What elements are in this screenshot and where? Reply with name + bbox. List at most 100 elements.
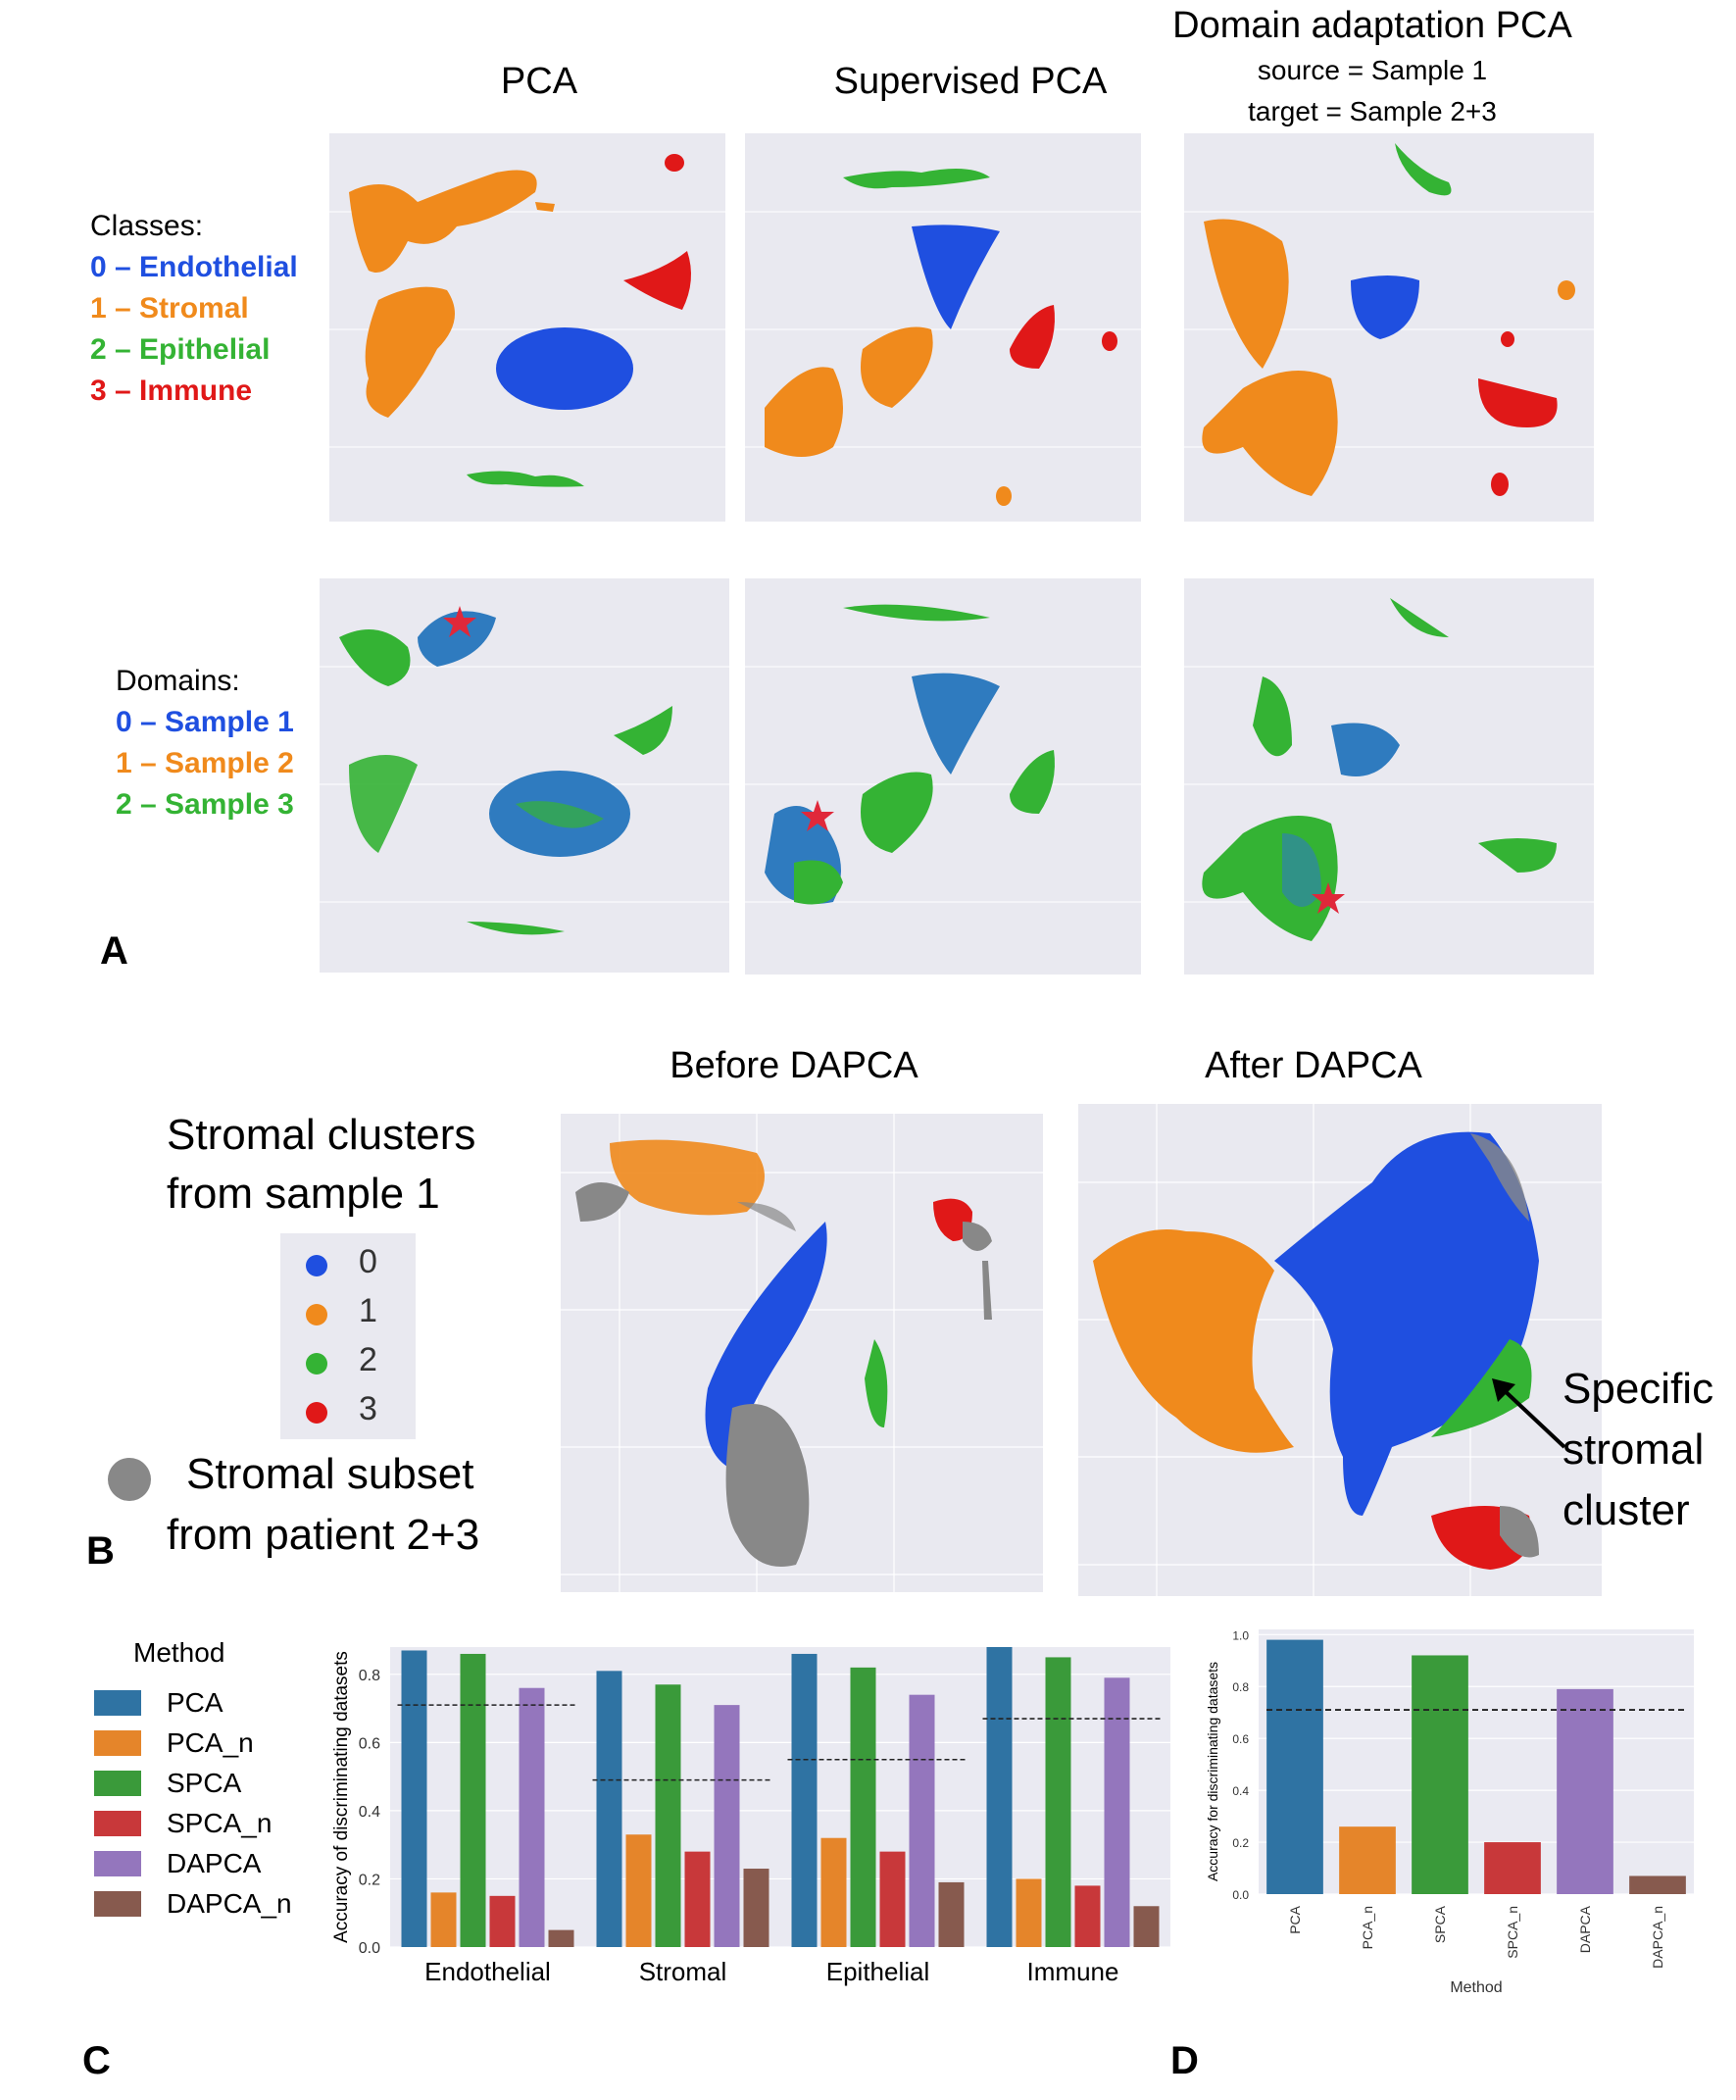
bar-c-dapca-n [743,1869,769,1947]
method-item-pca: PCA [94,1682,292,1723]
plot-area-d [1259,1629,1694,1894]
bar-d-spca-n [1484,1842,1541,1894]
bar-c-dapca [519,1687,545,1947]
column-title-pca: PCA [500,61,578,102]
method-item-dapca-n: DAPCA_n [94,1883,292,1924]
x-tick-label-d: SPCA_n [1505,1906,1520,1959]
bar-chart-d: 0.0 0.2 0.4 0.6 0.8 1.0 PCA PCA_n SPCA SPCA_n DAPC… [1205,1628,1694,1996]
method-swatch-spca-n [94,1810,141,1836]
y-tick-label-c: 0.4 [359,1804,380,1821]
cluster-3-marker [306,1402,327,1424]
panel-label-a: A [100,929,128,973]
scatter-before-dapca [561,1114,1043,1592]
bar-c-spca [850,1667,876,1947]
bar-c-pca-n [430,1892,457,1947]
column-title-dapca: Domain adaptation PCA [1172,5,1572,46]
method-label-spca: SPCA [167,1767,242,1798]
umap-dapca-domains [1184,578,1594,975]
umap-pca-domains [320,578,729,973]
method-item-spca-n: SPCA_n [94,1803,292,1843]
x-tick-label-d: DAPCA [1577,1905,1593,1953]
bar-c-spca-n [684,1851,711,1947]
method-legend: Method PCA PCA_n SPCA SPCA_n DAPCA DAPCA… [94,1637,292,1924]
x-tick-label-c: Epithelial [826,1957,930,1986]
method-item-pca-n: PCA_n [94,1723,292,1763]
bar-c-spca-n [489,1895,516,1947]
panel-label-b: B [86,1529,115,1573]
bar-c-dapca [909,1694,935,1947]
annotation-line1: Specific [1562,1365,1714,1413]
y-tick-label-c: 0.2 [359,1872,380,1888]
method-label-pca-n: PCA_n [167,1726,254,1758]
cluster-1-marker [306,1304,327,1325]
y-axis-label-c: Accuracy of discriminating datasets [331,1651,352,1943]
panel-label-c: C [82,2039,111,2082]
annotation-specific-cluster: Specific stromal cluster [1562,1359,1713,1541]
bar-c-spca-n [1074,1885,1101,1947]
class-item-epithelial: 2 – Epithelial [90,333,271,366]
domain-item-sample1: 0 – Sample 1 [116,706,294,738]
after-dapca-title: After DAPCA [1205,1045,1422,1086]
x-tick-label-d: PCA_n [1360,1906,1375,1949]
x-tick-label-d: PCA [1287,1905,1303,1933]
method-swatch-pca-n [94,1729,141,1756]
domain-item-sample2: 1 – Sample 2 [116,747,294,779]
y-tick-label-c: 0.8 [359,1668,380,1684]
annotation-line3: cluster [1562,1486,1690,1534]
y-tick-label-c: 0.0 [359,1940,380,1957]
cluster-2-marker [306,1353,327,1375]
x-tick-label-d: SPCA [1432,1905,1448,1943]
method-item-dapca: DAPCA [94,1843,292,1883]
cluster-0-label: 0 [359,1243,377,1280]
class-item-endothelial: 0 – Endothelial [90,251,298,283]
method-label-spca-n: SPCA_n [167,1807,273,1838]
x-tick-label-d: DAPCA_n [1650,1906,1665,1969]
bar-d-pca-n [1339,1826,1396,1894]
bar-c-dapca-n [548,1929,574,1947]
classes-legend: Classes: 0 – Endothelial 1 – Stromal 2 –… [90,206,298,412]
bar-c-pca-n [625,1834,652,1947]
bar-c-pca [986,1647,1013,1947]
dapca-subtitle-source: source = Sample 1 [1257,55,1488,85]
umap-pca-classes [329,133,725,522]
bar-c-dapca [1104,1677,1130,1947]
method-swatch-dapca-n [94,1890,141,1917]
method-legend-title: Method [133,1637,225,1668]
bar-c-spca-n [879,1851,906,1947]
annotation-line2: stromal [1562,1425,1705,1474]
y-tick-label-d: 0.4 [1232,1784,1249,1798]
classes-legend-title: Classes: [90,210,204,242]
bar-d-dapca [1557,1688,1613,1894]
bar-d-pca [1266,1639,1323,1894]
class-item-stromal: 1 – Stromal [90,292,249,325]
y-tick-label-d: 0.6 [1232,1732,1249,1746]
y-tick-label-d: 0.0 [1232,1888,1249,1902]
cluster-3-label: 3 [359,1390,377,1427]
bar-c-spca [655,1684,681,1947]
bar-c-spca [1045,1657,1071,1947]
x-tick-label-c: Immune [1027,1957,1119,1986]
method-swatch-pca [94,1689,141,1716]
bar-c-pca-n [820,1837,847,1947]
dapca-subtitle-target: target = Sample 2+3 [1248,96,1497,126]
stromal-subset-line2: from patient 2+3 [167,1511,480,1559]
y-axis-label-d: Accuracy for discriminating datasets [1205,1662,1220,1881]
stromal-clusters-title-line1: Stromal clusters [167,1111,476,1159]
bar-chart-c: 0.0 0.2 0.4 0.6 0.8 Endothelial Stromal Epithel… [331,1647,1170,1986]
column-title-spca: Supervised PCA [833,61,1108,102]
class-item-immune: 3 – Immune [90,375,253,407]
bar-d-spca [1412,1655,1468,1894]
bar-c-dapca-n [1133,1906,1160,1947]
umap-spca-domains [745,578,1141,975]
stromal-subset-line1: Stromal subset [186,1450,474,1498]
annotation-arrow [1492,1378,1566,1449]
bar-c-spca [460,1653,486,1947]
method-label-dapca-n: DAPCA_n [167,1887,292,1919]
bar-c-pca [401,1650,427,1947]
umap-dapca-classes [1184,133,1594,522]
domains-legend-title: Domains: [116,665,240,697]
panel-label-d: D [1170,2039,1199,2082]
bar-c-pca-n [1016,1878,1042,1947]
cluster-0-marker [306,1255,327,1276]
bar-c-dapca [714,1705,740,1947]
